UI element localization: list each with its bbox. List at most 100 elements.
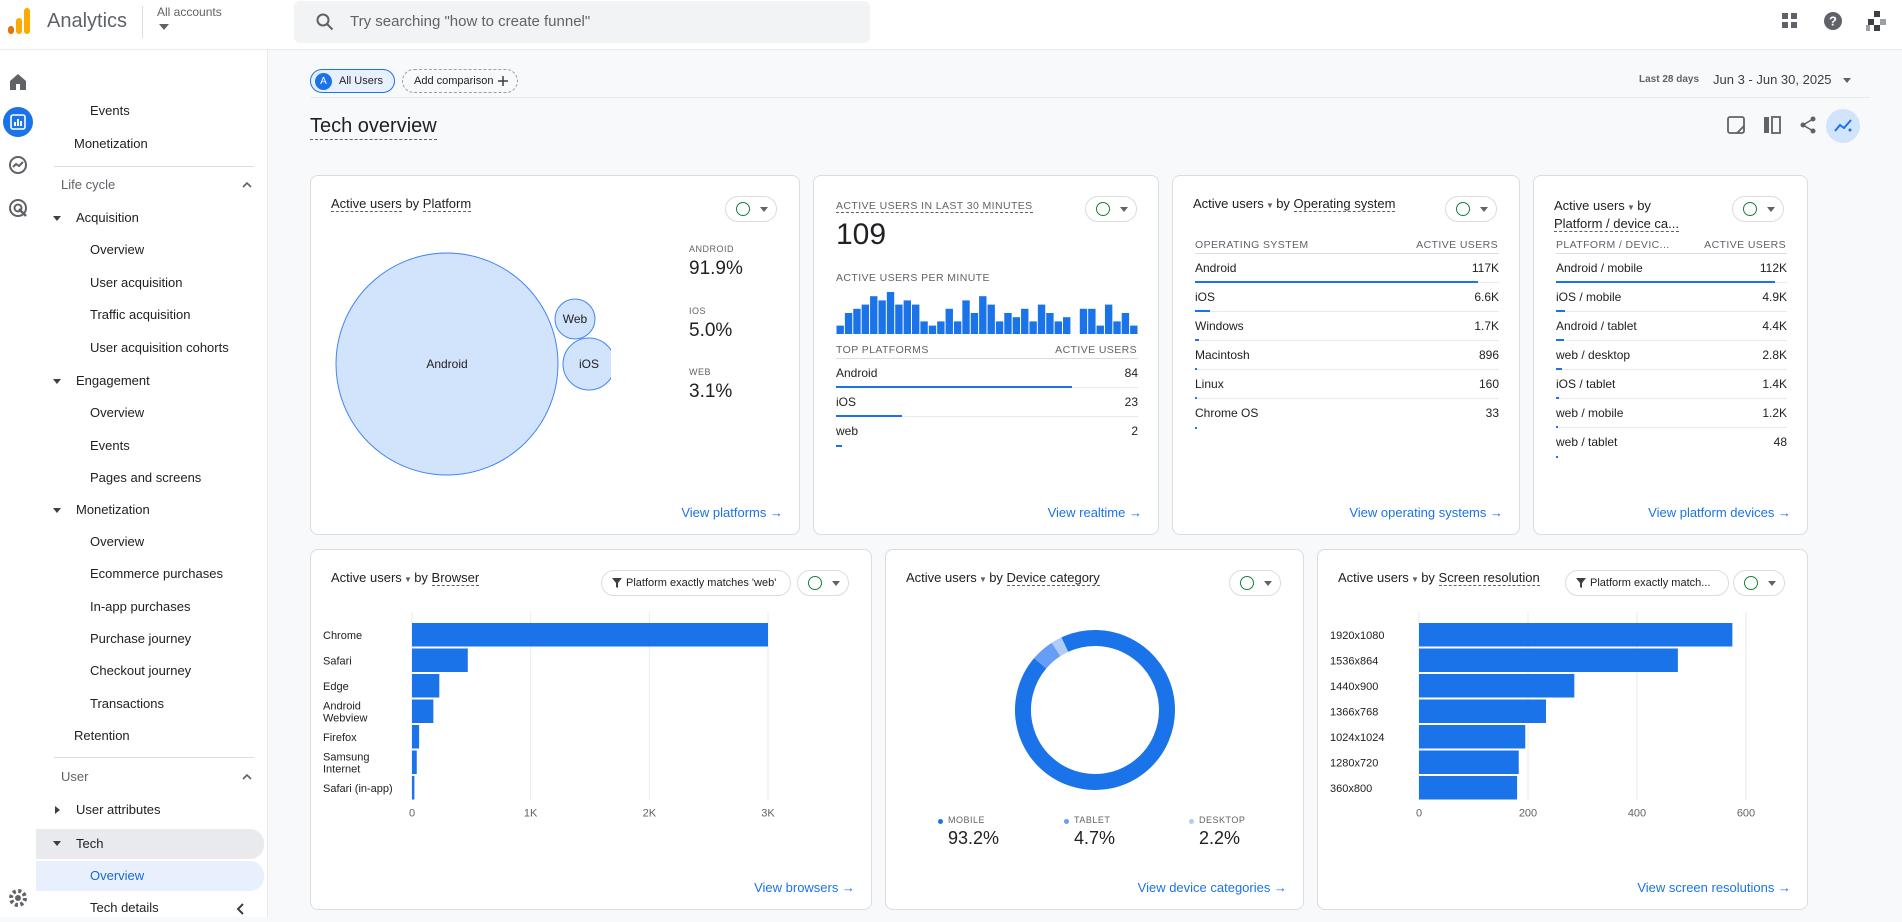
nav-item-pages-and-screens[interactable]: Pages and screens: [36, 464, 264, 492]
compare-toggle[interactable]: [1732, 196, 1784, 222]
table-row[interactable]: Linux 160: [1195, 370, 1499, 399]
nav-label: Events: [90, 438, 130, 453]
table-row[interactable]: iOS / mobile 4.9K: [1556, 283, 1787, 312]
nav-item-events[interactable]: Events: [36, 97, 264, 125]
nav-item-acq-overview[interactable]: Overview: [36, 236, 264, 264]
dimension-selector[interactable]: Device category: [1006, 570, 1100, 586]
nav-item-ecommerce-purchases[interactable]: Ecommerce purchases: [36, 560, 264, 588]
table-row[interactable]: Android 84: [836, 359, 1138, 388]
table-row[interactable]: Android / tablet 4.4K: [1556, 312, 1787, 341]
insights-button[interactable]: [1826, 109, 1860, 143]
dimension-selector[interactable]: Operating system: [1293, 196, 1396, 212]
table-row[interactable]: Windows 1.7K: [1195, 312, 1499, 341]
nav-item-eng-overview[interactable]: Overview: [36, 399, 264, 427]
chevron-down-icon[interactable]: [1843, 78, 1851, 83]
view-screen-resolutions-link[interactable]: View screen resolutions: [1637, 880, 1791, 895]
divider: [310, 97, 1870, 98]
metric-label-android: ANDROID: [689, 244, 735, 254]
compare-toggle[interactable]: [1229, 570, 1281, 596]
nav-item-acquisition[interactable]: Acquisition: [36, 204, 264, 232]
metric-selector[interactable]: Active users: [1193, 196, 1264, 211]
dimension-selector[interactable]: Browser: [431, 570, 480, 586]
view-browsers-link[interactable]: View browsers: [754, 880, 855, 895]
dimension-selector[interactable]: Platform / device ca...: [1554, 216, 1679, 232]
bar: [1419, 750, 1519, 774]
metric-selector[interactable]: Active users: [1554, 198, 1625, 213]
table-row[interactable]: Chrome OS 33: [1195, 399, 1499, 429]
table-row[interactable]: iOS 23: [836, 388, 1138, 417]
nav-item-transactions[interactable]: Transactions: [36, 690, 264, 718]
nav-item-purchase-journey[interactable]: Purchase journey: [36, 625, 264, 653]
table-row[interactable]: iOS 6.6K: [1195, 283, 1499, 312]
table-row[interactable]: web / mobile 1.2K: [1556, 399, 1787, 428]
dimension-selector[interactable]: Screen resolution: [1438, 570, 1540, 586]
view-platform-devices-link[interactable]: View platform devices: [1648, 505, 1791, 520]
metric-selector[interactable]: Active users: [1338, 570, 1409, 585]
compare-toggle[interactable]: [1445, 196, 1497, 222]
card-title: Active users ▼ by Device category: [906, 570, 1100, 586]
chevron-down-icon[interactable]: [159, 24, 169, 30]
compare-toggle[interactable]: [1085, 196, 1137, 222]
compare-toggle[interactable]: [1733, 570, 1785, 596]
date-range-picker[interactable]: Jun 3 - Jun 30, 2025: [1713, 72, 1832, 87]
nav-item-user-attributes[interactable]: User attributes: [36, 796, 264, 824]
analytics-logo[interactable]: [6, 6, 32, 36]
table-row[interactable]: Android / mobile 112K: [1556, 254, 1787, 283]
nav-item-monetization-top[interactable]: Monetization: [34, 130, 262, 158]
filter-chip[interactable]: Platform exactly matches 'web': [601, 570, 791, 596]
table-row[interactable]: Android 117K: [1195, 254, 1499, 283]
settings-gear-icon[interactable]: [6, 886, 30, 910]
table-row[interactable]: web / tablet 48: [1556, 428, 1787, 458]
table-row[interactable]: iOS / tablet 1.4K: [1556, 370, 1787, 399]
nav-item-retention[interactable]: Retention: [34, 722, 262, 750]
nav-item-checkout-journey[interactable]: Checkout journey: [36, 657, 264, 685]
nav-item-tech[interactable]: Tech: [36, 829, 264, 859]
minute-bar: [1021, 308, 1029, 334]
metric-selector[interactable]: Active users: [331, 196, 402, 212]
section-user[interactable]: User: [36, 763, 264, 791]
filter-chip[interactable]: Platform exactly match...: [1565, 570, 1729, 596]
collapse-chevron-icon[interactable]: [234, 902, 248, 916]
table-row[interactable]: Macintosh 896: [1195, 341, 1499, 370]
compare-toggle[interactable]: [797, 570, 849, 596]
nav-item-eng-events[interactable]: Events: [36, 432, 264, 460]
view-realtime-link[interactable]: View realtime: [1048, 505, 1142, 520]
explore-icon[interactable]: [6, 153, 30, 177]
segment-chip-all-users[interactable]: A All Users: [310, 69, 395, 93]
account-avatar-icon[interactable]: [1866, 11, 1886, 31]
section-lifecycle[interactable]: Life cycle: [36, 171, 264, 199]
nav-item-mon-overview[interactable]: Overview: [36, 528, 264, 556]
nav-item-user-acquisition[interactable]: User acquisition: [36, 269, 264, 297]
nav-item-tech-overview[interactable]: Overview: [36, 861, 264, 891]
view-platforms-link[interactable]: View platforms: [681, 505, 783, 520]
nav-item-tech-details[interactable]: Tech details: [36, 894, 264, 922]
compare-columns-icon[interactable]: [1761, 114, 1783, 136]
advertising-icon[interactable]: [6, 196, 30, 220]
category-label: 1440x900: [1330, 681, 1378, 693]
search-bar[interactable]: Try searching "how to create funnel": [294, 1, 870, 43]
share-icon[interactable]: [1797, 114, 1819, 136]
help-icon[interactable]: ?: [1823, 11, 1843, 31]
dimension-selector[interactable]: Platform: [422, 196, 472, 212]
home-icon[interactable]: [6, 70, 30, 94]
nav-item-in-app-purchases[interactable]: In-app purchases: [36, 593, 264, 621]
row-bar: [1556, 281, 1776, 283]
metric-selector[interactable]: Active users: [906, 570, 977, 585]
minute-bar: [1004, 313, 1012, 334]
nav-item-engagement[interactable]: Engagement: [36, 367, 264, 395]
customize-report-icon[interactable]: [1725, 114, 1747, 136]
search-input[interactable]: Try searching "how to create funnel": [350, 13, 591, 30]
add-comparison-button[interactable]: Add comparison: [402, 69, 518, 93]
view-operating-systems-link[interactable]: View operating systems: [1349, 505, 1503, 520]
table-row[interactable]: web 2: [836, 417, 1138, 447]
table-row[interactable]: web / desktop 2.8K: [1556, 341, 1787, 370]
view-device-categories-link[interactable]: View device categories: [1138, 880, 1287, 895]
nav-item-user-acquisition-cohorts[interactable]: User acquisition cohorts: [36, 334, 264, 362]
nav-item-monetization[interactable]: Monetization: [36, 496, 264, 524]
account-selector[interactable]: All accounts: [157, 5, 222, 19]
reports-icon-active[interactable]: [3, 107, 33, 137]
metric-selector[interactable]: Active users: [331, 570, 402, 585]
nav-item-traffic-acquisition[interactable]: Traffic acquisition: [36, 301, 264, 329]
apps-grid-icon[interactable]: [1780, 11, 1800, 31]
compare-toggle[interactable]: [725, 196, 777, 222]
